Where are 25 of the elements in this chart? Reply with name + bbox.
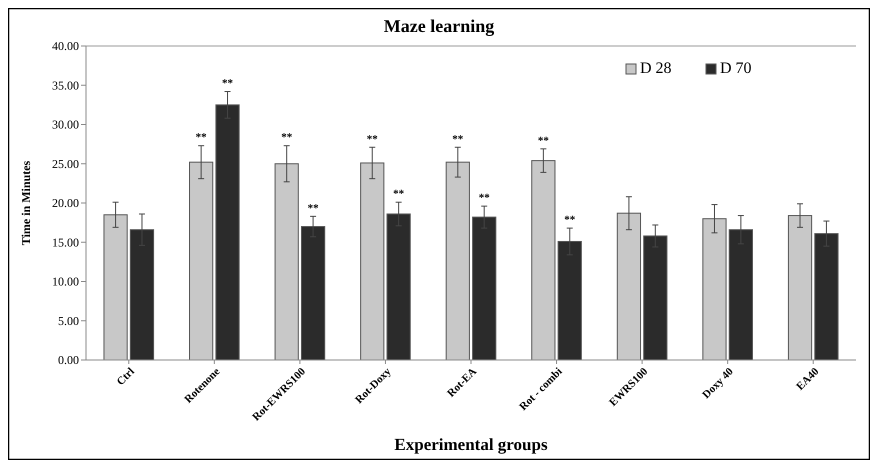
y-tick-label: 0.00 (58, 353, 79, 368)
y-tick-label: 30.00 (52, 118, 79, 132)
annotation: ** (366, 133, 378, 146)
y-tick-label: 5.00 (58, 314, 79, 328)
annotation: ** (222, 78, 234, 90)
y-tick-label: 15.00 (52, 235, 79, 250)
annotation: ** (564, 214, 576, 226)
annotation: ** (538, 134, 550, 147)
legend-label: D 28 (640, 60, 672, 77)
y-tick-label: 40.00 (52, 39, 79, 54)
x-axis-title: Experimental groups (394, 435, 548, 454)
legend-label: D 70 (720, 60, 752, 77)
annotation: ** (308, 202, 320, 214)
annotation: ** (393, 188, 405, 200)
y-tick-label: 35.00 (52, 78, 79, 92)
annotation: ** (196, 132, 208, 144)
y-tick-label: 20.00 (52, 196, 79, 210)
chart-title: Maze learning (384, 16, 494, 36)
annotation: ** (478, 192, 490, 204)
y-tick-label: 25.00 (52, 156, 79, 171)
y-axis-title: Time in Minutes (19, 160, 33, 246)
annotation: ** (452, 133, 464, 146)
x-tick-label: Ctrl (114, 366, 137, 388)
annotation: ** (281, 132, 293, 144)
y-tick-label: 10.00 (52, 274, 79, 289)
